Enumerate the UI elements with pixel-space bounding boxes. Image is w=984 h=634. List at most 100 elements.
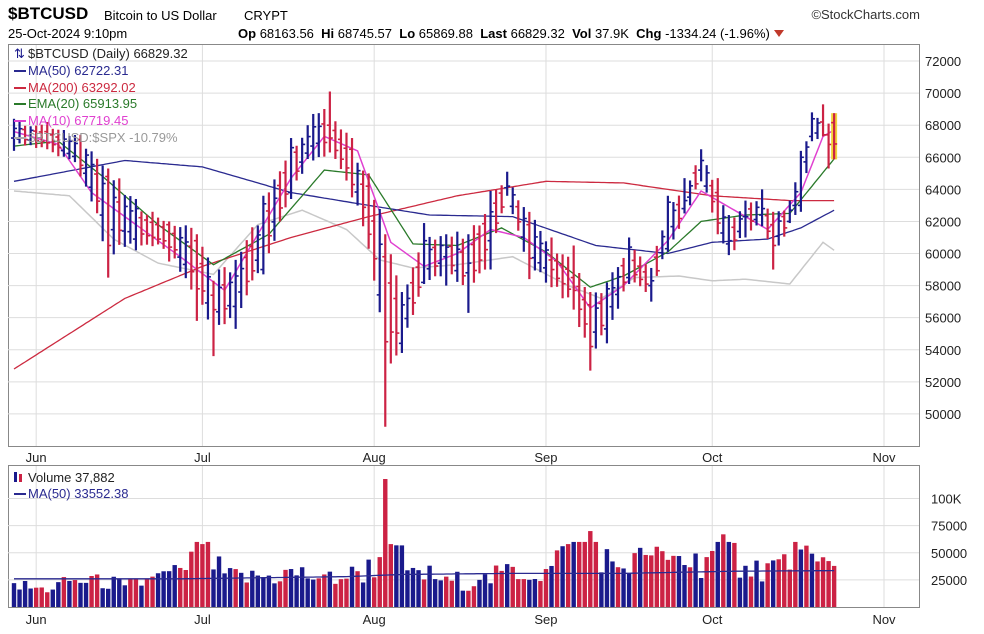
last-label: Last: [480, 26, 507, 41]
volume-date-labels: Jun Jul Aug Sep Oct Nov: [26, 612, 896, 627]
volume-date-label: Nov: [872, 612, 896, 627]
volume-bar: [100, 588, 105, 607]
volume-bar: [748, 576, 754, 607]
volume-bar: [144, 579, 150, 607]
volume-bar: [366, 559, 371, 607]
volume-bar: [255, 575, 261, 607]
volume-bar: [770, 560, 776, 607]
volume-bar: [83, 582, 89, 607]
price-tick-label: 50000: [925, 407, 961, 422]
volume-date-label: Oct: [702, 612, 723, 627]
volume-tick-label: 100K: [931, 492, 962, 507]
volume-bar: [106, 588, 111, 607]
price-grid: [8, 45, 919, 446]
volume-date-label: Jun: [26, 612, 47, 627]
volume-bar: [272, 583, 277, 607]
volume-bar: [421, 579, 427, 607]
volume-bar: [571, 541, 576, 607]
volume-bar: [732, 542, 737, 607]
volume-ma50-line: [14, 569, 835, 580]
legend-ma200: MA(200) 63292.02: [28, 80, 136, 95]
price-panel: [8, 44, 920, 447]
volume-bar: [56, 582, 61, 607]
volume-bar: [704, 557, 709, 607]
volume-bar: [117, 578, 122, 607]
volume-bar: [72, 580, 78, 607]
volume-bar: [765, 563, 770, 607]
volume-bar: [632, 553, 637, 607]
volume-bar: [211, 569, 216, 607]
volume-bar: [45, 592, 50, 607]
volume-bar: [554, 550, 560, 607]
volume-legend: Volume 37,882 MA(50) 33552.38: [14, 470, 128, 501]
volume-grid: [8, 466, 919, 607]
volume-bar: [643, 554, 648, 607]
volume-bar: [22, 581, 28, 607]
legend-ma10: MA(10) 67719.45: [28, 113, 128, 128]
volume-bar: [299, 567, 305, 607]
low-value: 65869.88: [418, 26, 473, 41]
volume-bar: [222, 573, 227, 607]
volume-bar: [743, 565, 748, 607]
volume-bar: [89, 576, 94, 607]
volume-bar: [721, 534, 726, 607]
volume-bar: [78, 582, 83, 607]
volume-date-label: Jul: [194, 612, 211, 627]
volume-bar: [150, 576, 155, 607]
volume-bar: [216, 556, 222, 607]
volume-bar: [787, 569, 792, 607]
volume-bar: [161, 571, 166, 607]
volume-bar: [322, 574, 327, 607]
volume-bar: [283, 569, 288, 607]
price-legend: ⇅ $BTCUSD (Daily) 66829.32 MA(50) 62722.…: [14, 46, 188, 145]
price-date-label: Nov: [872, 450, 896, 465]
volume-bar: [538, 581, 543, 607]
brand-logo[interactable]: ©StockCharts.com: [811, 7, 920, 22]
price-tick-label: 72000: [925, 54, 961, 69]
volume-bar: [277, 581, 283, 607]
volume-bar: [67, 580, 72, 607]
volume-bar: [782, 554, 787, 607]
volume-bar: [416, 570, 421, 607]
volume-bar: [288, 569, 294, 607]
volume-bar: [383, 479, 388, 607]
volume-bar: [804, 545, 809, 607]
volume-bar: [233, 569, 238, 607]
price-tick-label: 70000: [925, 86, 961, 101]
volume-bar: [183, 570, 188, 607]
volume-bar: [39, 587, 44, 607]
open-label: Op: [238, 26, 257, 41]
volume-bar: [588, 531, 593, 607]
vol-label: Vol: [572, 26, 592, 41]
price-tick-label: 64000: [925, 182, 961, 197]
volume-bar: [510, 566, 515, 607]
volume-bar: [410, 567, 416, 607]
price-date-label: Sep: [534, 450, 557, 465]
price-tick-label: 62000: [925, 214, 961, 229]
volume-bar: [238, 572, 244, 607]
volume-bar: [820, 557, 826, 607]
chart-security-name: Bitcoin to US Dollar: [104, 8, 217, 23]
volume-bar: [599, 572, 604, 607]
volume-bar: [200, 544, 205, 607]
legend-ema20: EMA(20) 65913.95: [28, 96, 137, 111]
volume-bar: [715, 541, 720, 607]
volume-bar: [316, 578, 321, 607]
price-date-labels: Jun Jul Aug Sep Oct Nov: [26, 450, 896, 465]
volume-bar: [227, 568, 233, 607]
volume-bar: [28, 588, 33, 607]
volume-bar: [759, 581, 765, 607]
chart-date: 25-Oct-2024 9:10pm: [8, 26, 128, 41]
volume-bar: [432, 579, 438, 607]
volume-bar: [449, 580, 454, 607]
low-label: Lo: [399, 26, 416, 41]
volume-bar: [172, 565, 177, 607]
volume-bar: [831, 565, 837, 607]
price-date-label: Jun: [26, 450, 47, 465]
legend-volume-swatch-down: [19, 474, 22, 482]
volume-bar: [438, 580, 443, 607]
volume-bar: [11, 583, 17, 607]
volume-bar: [471, 586, 477, 607]
volume-bar: [482, 574, 488, 607]
